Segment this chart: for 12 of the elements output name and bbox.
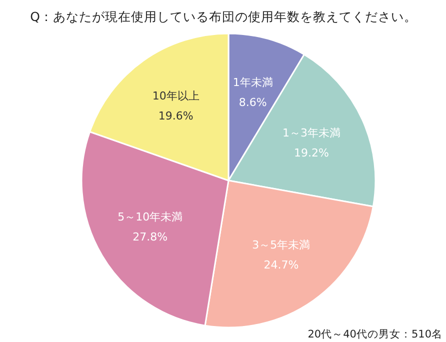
slice-label: 10年以上 [152, 90, 200, 103]
data-label: 19.2% [294, 146, 329, 160]
slice-label: 1年未満 [232, 76, 273, 90]
data-label: 19.6% [158, 110, 194, 123]
slice-label: 3～5年未満 [252, 238, 310, 252]
data-label: 24.7% [264, 258, 299, 272]
text: 20代～40代の男女：510名 [308, 328, 443, 340]
slice-label: 1～3年未満 [282, 126, 340, 140]
chart-title: Q：あなたが現在使用している布団の使用年数を教えてください。 [30, 9, 417, 24]
data-label: 27.8% [132, 230, 168, 244]
slice-label: 5～10年未満 [118, 210, 183, 224]
data-label: 8.6% [238, 96, 267, 110]
